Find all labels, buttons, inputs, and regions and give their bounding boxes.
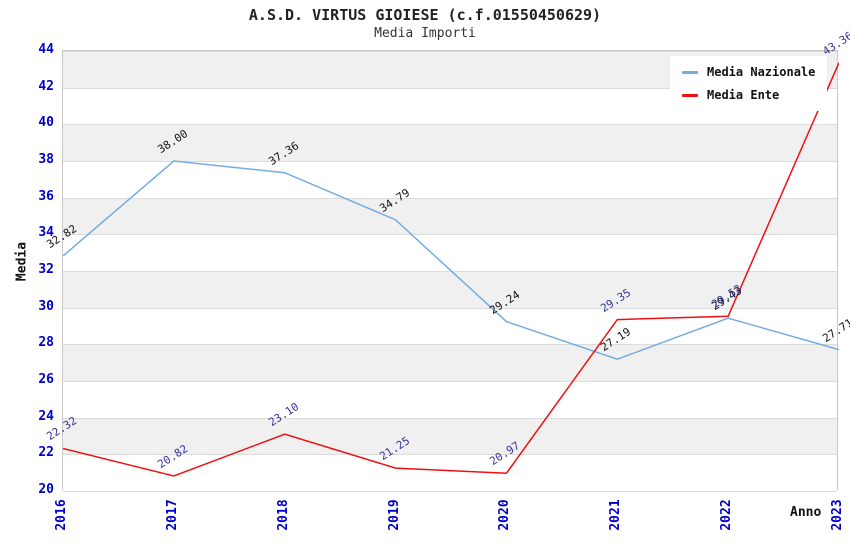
- series-line-media-nazionale: [63, 160, 839, 360]
- grid-line: [63, 344, 837, 346]
- y-tick-label: 44: [38, 42, 54, 57]
- grid-band: [63, 271, 837, 308]
- y-tick-label: 26: [38, 372, 54, 387]
- grid-line: [63, 161, 837, 162]
- y-tick-label: 22: [38, 445, 54, 461]
- grid-line: [63, 234, 837, 236]
- grid-band: [63, 197, 837, 235]
- x-tick-label: 2021: [608, 499, 624, 531]
- series-line-media-ente: [63, 62, 839, 477]
- grid-band: [63, 417, 837, 455]
- x-tick-label: 2023: [830, 499, 845, 531]
- grid-line: [63, 454, 837, 456]
- legend-item-media-nazionale: Media Nazionale: [682, 65, 815, 79]
- grid-line: [63, 51, 837, 52]
- grid-line: [63, 197, 837, 199]
- y-tick-label: 34: [38, 225, 54, 241]
- series-lines: [63, 62, 839, 477]
- grid-band: [63, 344, 837, 381]
- grid-line: [63, 491, 837, 492]
- grid-band: [63, 381, 837, 418]
- y-tick-label: 30: [38, 298, 54, 314]
- legend-item-media-ente: Media Ente: [682, 88, 815, 102]
- legend-swatch-media-nazionale: [682, 70, 698, 74]
- legend-swatch-media-ente: [682, 93, 698, 97]
- chart-subtitle: Media Importi: [374, 26, 476, 41]
- x-tick-label: 2020: [497, 499, 513, 531]
- grid-line: [63, 124, 837, 126]
- x-tick-label: 2017: [164, 499, 180, 531]
- grid-band: [63, 124, 837, 161]
- y-tick-label: 20: [38, 482, 54, 497]
- y-tick-label: 28: [38, 335, 54, 351]
- legend-label: Media Ente: [707, 88, 780, 102]
- x-tick-label: 2022: [719, 499, 735, 531]
- grid-band: [63, 234, 837, 271]
- x-axis-title: Anno: [790, 505, 822, 520]
- grid-line: [63, 417, 837, 419]
- legend: Media Nazionale Media Ente: [670, 56, 828, 111]
- legend-label: Media Nazionale: [707, 65, 816, 79]
- y-tick-label: 42: [38, 78, 54, 94]
- x-tick-label: 2019: [386, 499, 402, 531]
- grid-band: [63, 454, 837, 491]
- y-tick-label: 40: [38, 115, 54, 131]
- x-tick-label: 2016: [54, 499, 69, 531]
- grid-line: [63, 271, 837, 272]
- y-tick-label: 36: [38, 188, 54, 204]
- grid-line: [63, 381, 837, 382]
- plot-area: [62, 50, 839, 492]
- x-tick-label: 2018: [275, 499, 291, 531]
- grid-line: [63, 307, 837, 309]
- grid-band: [63, 161, 837, 198]
- y-tick-label: 24: [38, 408, 54, 424]
- y-tick-label: 38: [38, 152, 54, 167]
- y-tick-label: 32: [38, 262, 54, 277]
- grid-line: [63, 87, 837, 89]
- chart-title: A.S.D. VIRTUS GIOIESE (c.f.01550450629): [248, 6, 602, 24]
